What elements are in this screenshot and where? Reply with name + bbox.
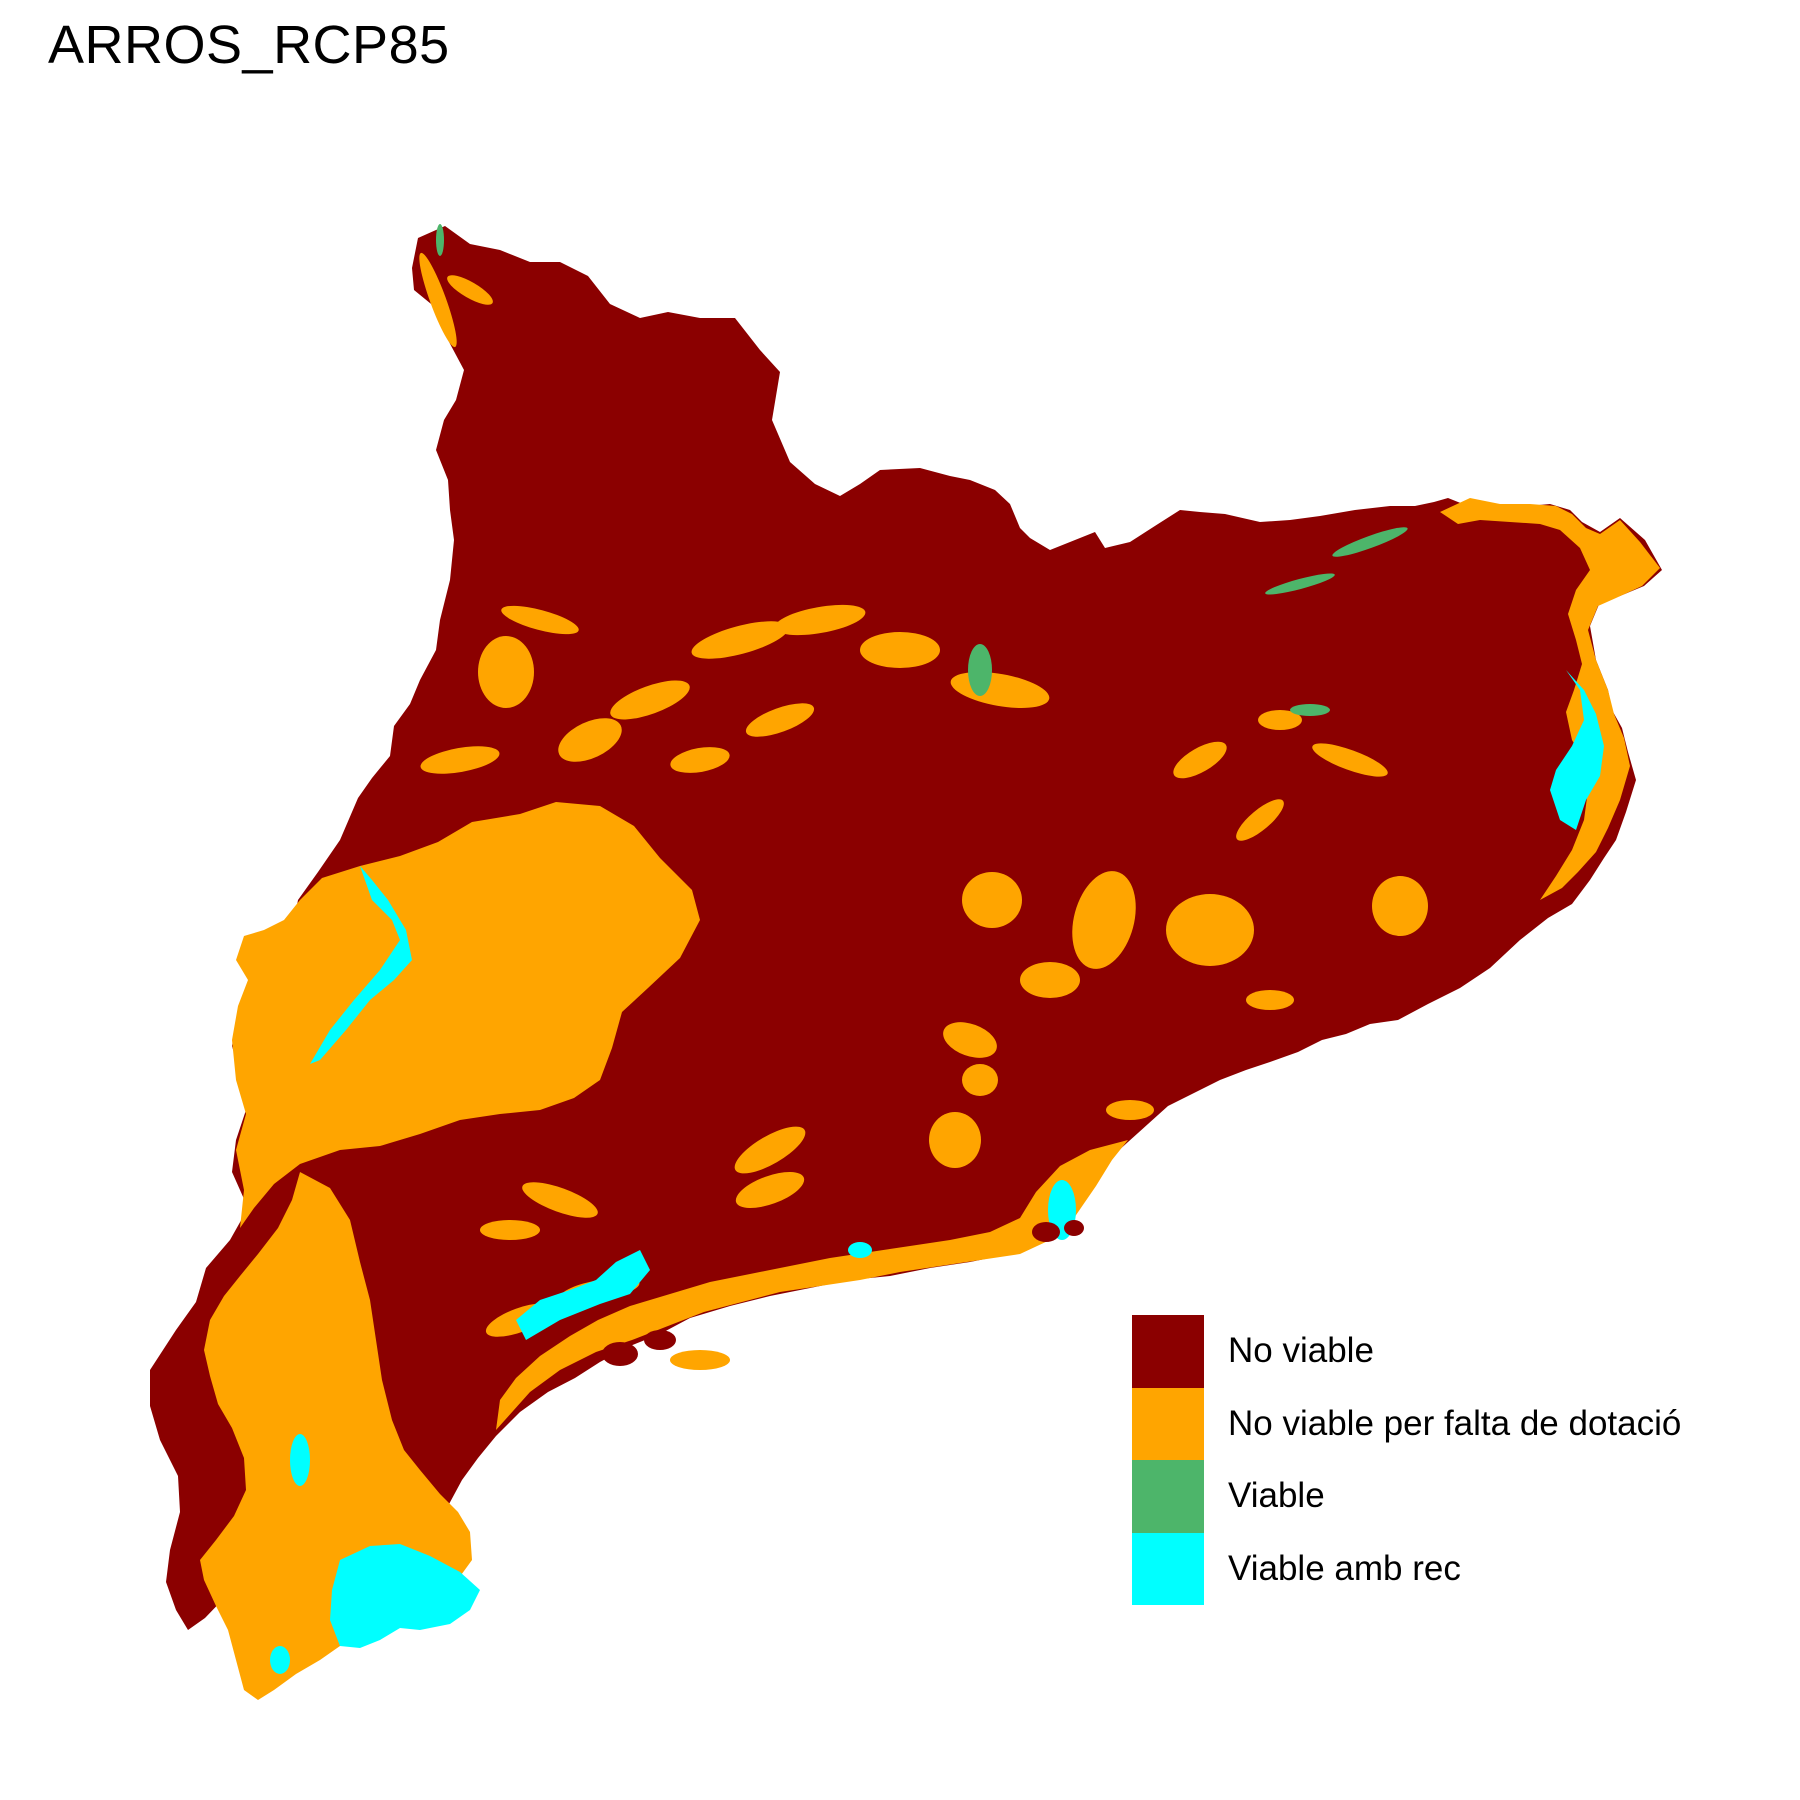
viable-amb-rec-east: [1550, 670, 1604, 830]
region-no-viable-dotacio-west: [232, 802, 700, 1228]
region-no-viable-coastal-islands: [602, 1220, 1084, 1366]
viable-amb-rec-delta: [330, 1544, 480, 1648]
viable-amb-rec-west-canal: [310, 866, 412, 1064]
viable-amb-rec-coast: [516, 1250, 650, 1340]
legend-label-no-viable: No viable: [1228, 1331, 1374, 1370]
map-title: ARROS_RCP85: [48, 15, 450, 75]
region-viable: [436, 224, 1408, 716]
legend-label-no-viable-dotacio: No viable per falta de dotació: [1228, 1403, 1682, 1443]
region-no-viable: [150, 226, 1662, 1630]
legend-swatch-viable: [1132, 1460, 1204, 1533]
legend-swatch-no-viable-dotacio: [1132, 1387, 1204, 1460]
legend-label-viable: Viable: [1228, 1476, 1325, 1515]
legend-swatch-no-viable: [1132, 1315, 1204, 1388]
region-no-viable-dotacio-northeast: [1440, 498, 1660, 900]
region-no-viable-dotacio-coast: [496, 1140, 1128, 1430]
legend-swatch-viable-amb-rec: [1132, 1532, 1204, 1605]
region-no-viable-dotacio-patches: [419, 252, 1428, 1370]
legend-label-viable-amb-rec: Viable amb rec: [1228, 1548, 1461, 1588]
